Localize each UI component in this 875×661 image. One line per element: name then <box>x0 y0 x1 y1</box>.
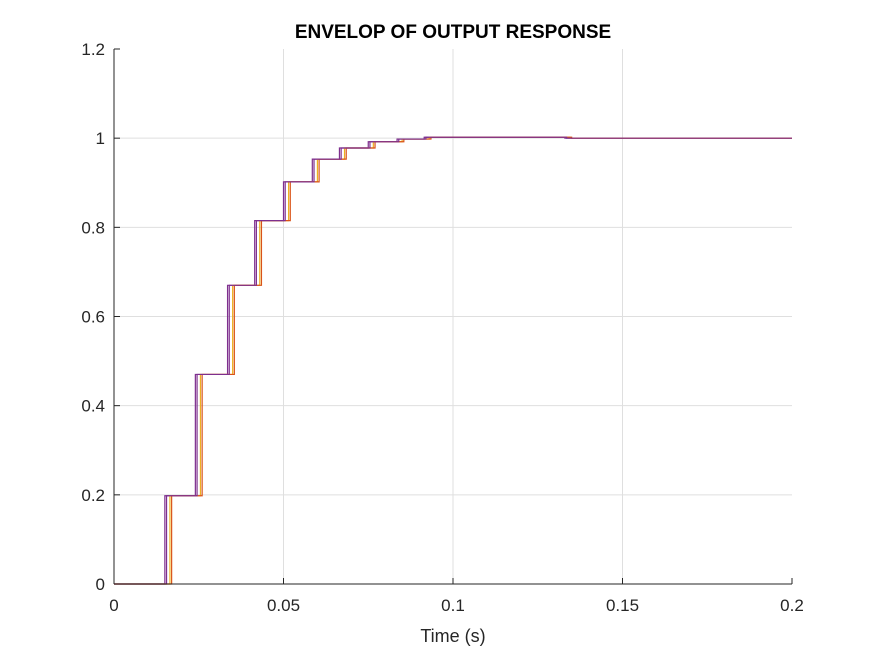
y-tick-label: 0.8 <box>81 218 105 237</box>
y-tick-label: 0.2 <box>81 486 105 505</box>
y-tick-label: 0 <box>96 575 105 594</box>
x-tick-label: 0.1 <box>441 596 465 615</box>
series-line-3 <box>114 136 792 585</box>
series-line-4 <box>114 136 792 585</box>
y-tick-label: 1 <box>96 129 105 148</box>
x-tick-label: 0.15 <box>606 596 639 615</box>
axes-layer <box>113 48 793 585</box>
x-tick-label: 0.2 <box>780 596 804 615</box>
x-tick-label: 0 <box>109 596 118 615</box>
x-tick-label: 0.05 <box>267 596 300 615</box>
series-layer <box>114 136 792 585</box>
y-tick-label: 1.2 <box>81 40 105 59</box>
chart-title: ENVELOP OF OUTPUT RESPONSE <box>295 22 611 43</box>
tick-label-layer: 0 0.05 0.1 0.15 0.2 0 0.2 0.4 0.6 0.8 1 1.2 <box>81 40 803 615</box>
y-tick-label: 0.6 <box>81 308 105 327</box>
x-axis-label: Time (s) <box>420 626 485 646</box>
y-tick-label: 0.4 <box>81 397 105 416</box>
